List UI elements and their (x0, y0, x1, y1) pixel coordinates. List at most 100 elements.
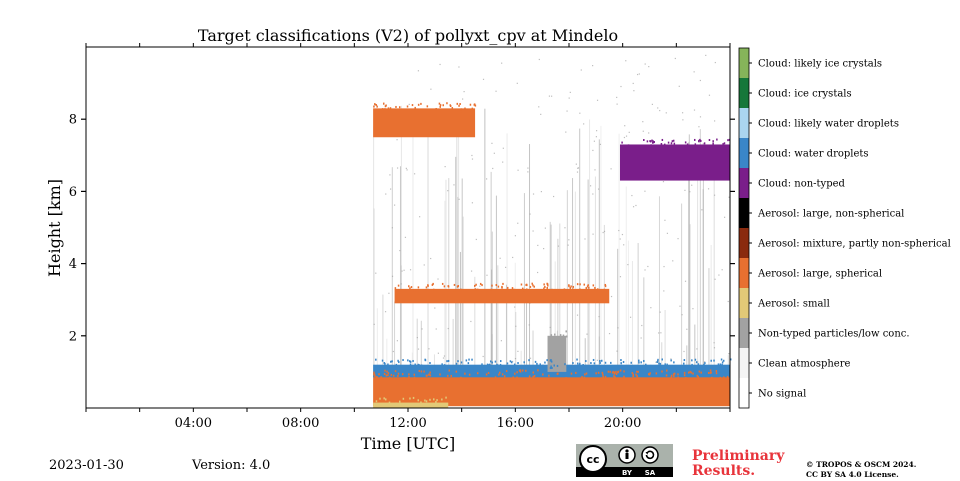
feature-edge (532, 284, 534, 287)
feature-edge (373, 371, 375, 374)
speckle-point (388, 292, 390, 294)
speckle-point (664, 219, 666, 221)
speckle-point (512, 360, 514, 363)
cc-license-badge[interactable]: cc BY SA (576, 444, 673, 477)
profile-streak (600, 125, 602, 376)
feature-edge (683, 374, 686, 377)
profile-streak (594, 176, 596, 376)
feature-edge (700, 371, 702, 374)
feature-edge (672, 373, 675, 376)
profile-streak (491, 269, 493, 376)
feature-edge (379, 365, 381, 368)
speckle-point (704, 361, 706, 363)
feature-edge (656, 364, 659, 367)
feature-edge (453, 283, 456, 286)
feature-edge (565, 335, 568, 338)
speckle-point (413, 173, 416, 175)
feature-edge (435, 401, 437, 404)
cc-by-label: BY (622, 469, 633, 477)
feature-edge (570, 372, 573, 375)
legend-label: No signal (758, 389, 806, 400)
speckle-point (485, 178, 488, 180)
feature-edge (600, 377, 603, 380)
profile-streak (643, 277, 645, 376)
feature-region (373, 108, 476, 138)
feature-edge (604, 361, 607, 364)
feature-edge (727, 139, 729, 142)
speckle-point (499, 257, 501, 259)
feature-edge (513, 288, 515, 291)
feature-edge (664, 363, 666, 366)
feature-edge (491, 290, 493, 293)
feature-edge (655, 372, 658, 375)
preliminary-notice: Preliminary Results. (692, 449, 784, 479)
feature-edge (614, 376, 616, 379)
speckle-point (471, 154, 473, 157)
speckle-point (627, 263, 629, 266)
feature-edge (451, 107, 454, 110)
feature-edge (528, 375, 531, 378)
speckle-point (603, 230, 606, 233)
feature-edge (384, 369, 386, 372)
profile-streak (391, 167, 393, 376)
feature-edge (547, 378, 550, 381)
feature-edge (486, 363, 489, 366)
feature-edge (694, 358, 697, 361)
feature-edge (583, 376, 586, 379)
feature-edge (445, 366, 448, 369)
speckle-point (502, 147, 504, 149)
x-tick-label: 04:00 (175, 416, 212, 431)
speckle-point (596, 359, 598, 361)
profile-streak (491, 334, 493, 376)
speckle-point (569, 91, 571, 93)
legend-label: Aerosol: mixture, partly non-spherical (757, 239, 951, 250)
speckle-point (373, 323, 375, 325)
preliminary-line-2: Results. (692, 463, 756, 479)
feature-edge (411, 289, 414, 292)
profile-streak (689, 224, 691, 376)
speckle-point (532, 193, 535, 195)
feature-edge (407, 359, 409, 362)
speckle-point (505, 266, 507, 268)
feature-edge (459, 103, 461, 106)
feature-edge (534, 360, 537, 363)
feature-edge (501, 373, 504, 376)
legend-label: Cloud: ice crystals (758, 89, 852, 100)
feature-edge (704, 146, 707, 149)
feature-edge (487, 372, 490, 375)
speckle-point (394, 204, 396, 206)
feature-edge (441, 363, 443, 366)
feature-edge (418, 369, 421, 372)
feature-edge (667, 141, 670, 144)
feature-edge (481, 363, 483, 366)
feature-edge (620, 359, 622, 362)
feature-edge (506, 289, 508, 292)
feature-edge (532, 375, 534, 378)
speckle-point (689, 191, 691, 193)
speckle-point (475, 238, 477, 241)
feature-edge (546, 359, 548, 362)
feature-edge (387, 107, 390, 110)
feature-edge (506, 362, 509, 365)
speckle-point (514, 235, 517, 237)
speckle-point (632, 82, 634, 85)
feature-edge (456, 102, 459, 105)
feature-edge (694, 143, 697, 146)
feature-edge (408, 373, 410, 376)
speckle-point (579, 112, 581, 114)
profile-streak (420, 320, 422, 376)
feature-edge (611, 371, 614, 374)
speckle-point (705, 54, 707, 56)
feature-edge (631, 372, 634, 375)
speckle-point (586, 333, 588, 335)
feature-edge (623, 370, 625, 373)
feature-edge (632, 373, 634, 376)
speckle-point (392, 350, 394, 353)
feature-edge (385, 374, 388, 377)
feature-edge (427, 284, 429, 287)
speckle-point (515, 325, 517, 327)
feature-edge (395, 363, 398, 366)
feature-edge (414, 109, 416, 112)
feature-edge (585, 372, 588, 375)
speckle-point (708, 94, 711, 96)
